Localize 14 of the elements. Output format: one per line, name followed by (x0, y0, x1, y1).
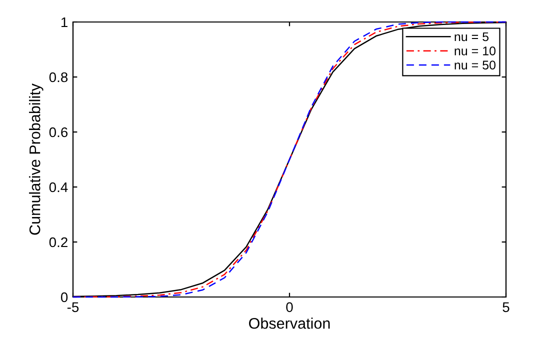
y-tick-label: 0 (60, 292, 68, 302)
y-tick-label: 0.8 (49, 72, 68, 82)
legend-label: nu = 10 (454, 46, 496, 56)
y-tick-label: 0.6 (49, 127, 68, 138)
legend-label: nu = 5 (454, 32, 489, 42)
x-tick-label: -5 (67, 302, 79, 312)
y-tick-label: 0.2 (49, 237, 68, 248)
y-tick-label: 0.4 (49, 182, 68, 192)
x-tick-label: 5 (502, 302, 510, 312)
y-tick-label: 1 (61, 17, 68, 28)
x-axis-title: Observation (249, 318, 330, 329)
y-axis-title: Cumulative Probability (29, 84, 44, 235)
legend-label: nu = 50 (454, 60, 496, 70)
x-tick-label: 0 (286, 302, 293, 312)
